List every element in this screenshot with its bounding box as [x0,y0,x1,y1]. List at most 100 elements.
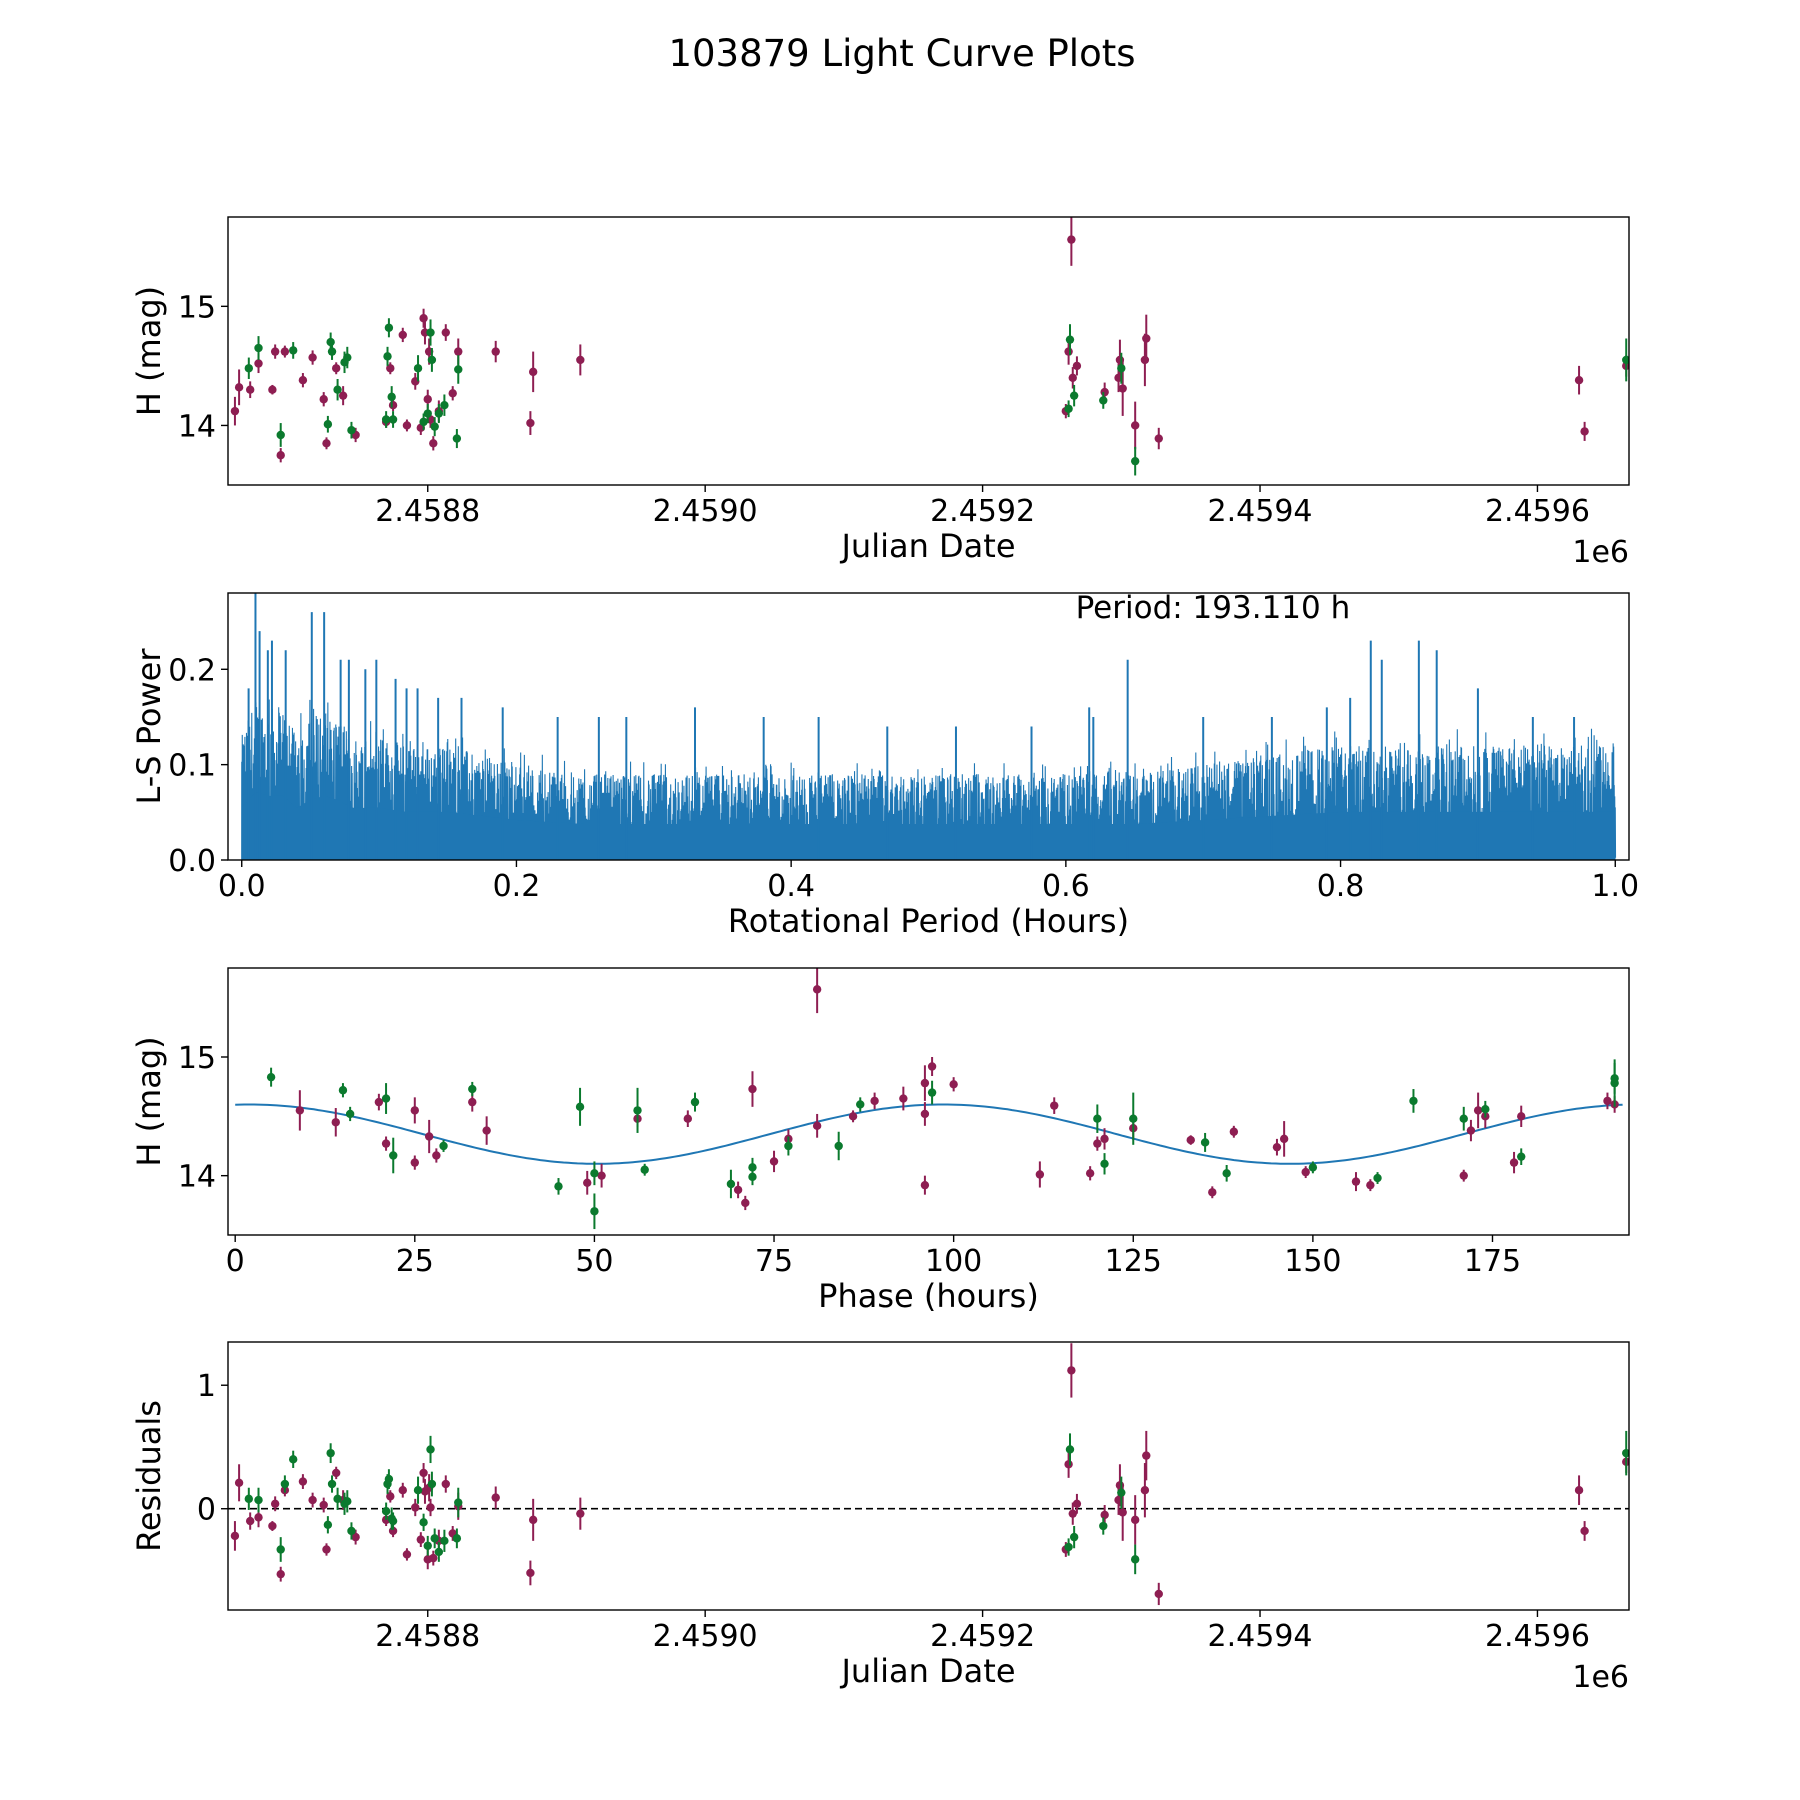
data-point [276,451,285,460]
data-point [398,1486,407,1495]
data-point [1603,1096,1612,1106]
data-point [410,1158,419,1167]
x-tick-label: 1.0 [1591,869,1639,904]
data-point [288,346,298,355]
data-point [430,1534,439,1543]
x-tick-label: 0.8 [1317,869,1365,904]
x-tick-label: 125 [1105,1244,1162,1279]
data-point [1466,1126,1476,1135]
data-point [343,1497,352,1506]
data-point [769,1157,779,1166]
data-point [1622,1448,1629,1458]
data-point [389,1151,398,1160]
data-point [234,383,244,392]
data-point [434,409,444,418]
x-tick-label: 25 [396,1244,434,1279]
data-point [1072,1499,1082,1508]
data-point [280,1479,290,1489]
data-point [426,1445,435,1454]
x-tick-label: 2.4590 [653,494,758,529]
data-point [1580,427,1589,436]
y-tick-label: 0.1 [168,749,216,784]
data-point [812,1121,822,1131]
data-point [1069,391,1079,400]
data-point [1064,347,1073,356]
x-tick-label: 0.6 [1042,869,1090,904]
data-point [276,1569,285,1579]
data-point [1085,1169,1095,1178]
figure-title: 103879 Light Curve Plots [668,32,1135,75]
data-point [1093,1139,1102,1148]
data-point [1580,1526,1589,1536]
data-point [319,395,328,404]
data-point [351,1532,360,1542]
data-point [726,1179,736,1189]
data-point [590,1207,599,1216]
x-tick-label: 2.4592 [930,1619,1035,1654]
data-point [230,406,240,416]
data-point [419,1518,428,1527]
data-point [268,1521,277,1531]
data-point [1142,1451,1151,1460]
data-point [386,1492,395,1501]
x-tick-label: 0.0 [218,869,266,904]
data-point [440,400,449,410]
data-point [254,343,263,353]
x-tick-label: 175 [1464,1244,1521,1279]
data-point [333,385,342,394]
data-point [254,1513,263,1522]
data-point [920,1078,930,1088]
data-point [432,1151,441,1160]
data-point [427,1479,437,1489]
data-point [834,1141,843,1151]
data-point [245,1516,255,1526]
data-point [441,328,450,337]
data-point [1093,1114,1102,1123]
data-point [554,1182,563,1191]
data-point [298,375,308,385]
data-point [1186,1135,1195,1145]
data-point [1351,1177,1361,1186]
data-point [1622,355,1629,365]
y-tick-label: 15 [178,290,216,325]
data-point [441,1479,450,1489]
data-point [1065,1445,1075,1454]
data-point [381,1094,391,1103]
data-point [323,420,333,429]
data-point [1373,1173,1382,1183]
data-point [899,1094,908,1103]
data-point [576,1509,585,1518]
data-point [327,347,337,356]
data-point [439,1141,448,1151]
data-point [1100,1510,1109,1520]
data-point [266,1072,276,1082]
panel-data-layer [228,1343,1629,1606]
data-point [583,1178,592,1187]
model-fit-curve [235,1103,1623,1165]
data-point [327,1479,337,1489]
x-offset-label: 1e6 [1572,1660,1629,1695]
data-point [1301,1167,1310,1177]
panel-phase_folded: 0 25 50 75 100 125 150 175 14 15 Phase (hours) H (m… [130,967,1630,1315]
data-point [440,1536,449,1546]
data-point [1130,456,1140,466]
data-point [748,1172,757,1182]
data-point [244,1494,254,1504]
data-point [491,1493,500,1502]
data-point [1517,1112,1526,1121]
data-point [268,385,277,394]
data-point [419,417,428,427]
data-point [1140,1486,1150,1495]
data-point [920,1180,930,1190]
x-tick-label: 2.4588 [375,1619,480,1654]
data-point [1129,1114,1138,1123]
data-point [640,1165,649,1174]
data-point [526,1568,535,1578]
data-point [741,1198,750,1208]
data-point [454,1498,463,1507]
data-point [331,1118,340,1127]
data-point [1200,1138,1210,1147]
data-point [1118,384,1127,393]
